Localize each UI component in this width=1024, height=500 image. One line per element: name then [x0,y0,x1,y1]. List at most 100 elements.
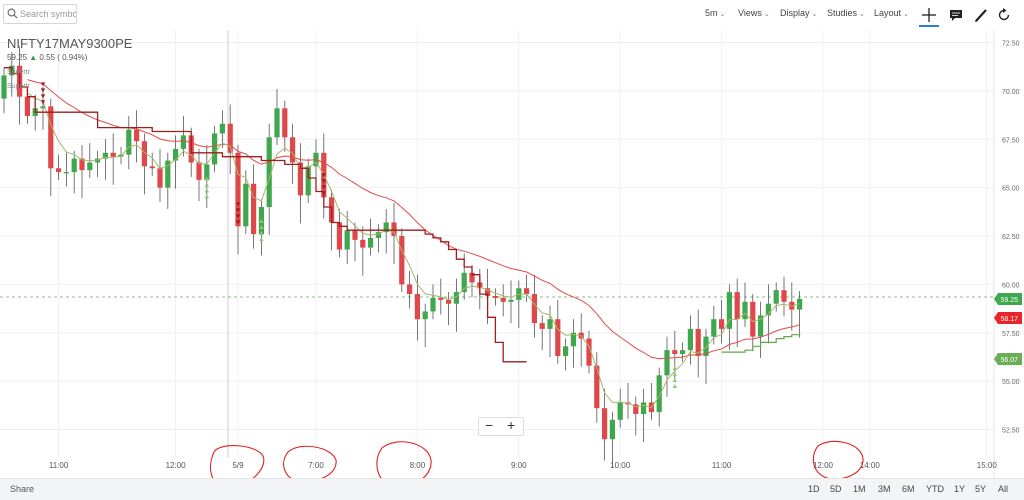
comment-icon [950,10,962,21]
interval-menu[interactable]: 5m ⌄ [705,8,725,18]
buy-signal-marker [259,224,264,229]
display-menu[interactable]: Display ⌄ [780,8,817,18]
study-label-2[interactable]: Supertr [7,83,30,90]
candle-body [102,152,108,159]
candle-body [524,288,530,295]
display-label: Display [780,8,810,18]
study-label-1[interactable]: Supertr [7,69,30,76]
candle-body [711,319,717,337]
candle-body [134,129,140,142]
candle-body [79,158,85,171]
price-tick-label: 62.50 [1002,234,1020,241]
candle-body [235,152,241,227]
candle-body [407,284,413,295]
range-5d[interactable]: 5D [830,484,842,494]
price-tick-label: 55.00 [1002,379,1020,386]
range-5y[interactable]: 5Y [975,484,987,494]
range-1d[interactable]: 1D [808,484,820,494]
range-1y[interactable]: 1Y [954,484,966,494]
buy-signal-marker [259,230,264,235]
chevron-down-icon: ⌄ [903,11,909,18]
candle-body [212,133,218,165]
candle-body [282,108,288,138]
zoom-out-button[interactable]: − [485,417,494,433]
candle-body [453,292,459,304]
candle-body [266,137,272,207]
candle-body [461,272,467,293]
candle-body [165,160,171,188]
sell-signal-marker [235,214,241,219]
last-price-tag [994,293,1022,305]
current-price: 59.25 [7,53,28,62]
search-input[interactable] [20,6,76,22]
candle-body [71,158,77,173]
candle-body [734,292,740,320]
candle-body [500,297,506,302]
views-menu[interactable]: Views ⌄ [738,8,770,18]
price-tick-label: 65.00 [1002,186,1020,193]
sell-signal-marker [40,94,46,99]
candle-body [414,294,420,320]
candle-body [703,336,709,356]
time-tick-label: 15:00 [977,461,998,470]
candle-body [204,164,210,180]
buy-signal-marker [204,182,209,187]
candle-body [563,346,569,356]
views-label: Views [738,8,762,18]
chevron-down-icon: ⌄ [763,11,770,18]
buy-signal-marker [672,384,677,389]
share-button[interactable]: Share [10,484,35,494]
range-ytd[interactable]: YTD [926,484,944,494]
candle-body [375,232,381,238]
range-3m[interactable]: 3M [878,484,891,494]
range-6m[interactable]: 6M [902,484,915,494]
candle-body [586,338,592,366]
candle-body [609,419,615,440]
range-1m[interactable]: 1M [853,484,866,494]
comment-button[interactable] [946,5,966,25]
price-tags: 59.25 58.17 56.07 [994,293,1022,365]
zoom-in-button[interactable]: + [507,417,516,433]
symbol-quote: 59.25 ▲ 0.55 ( 0.94%) [7,53,87,62]
candle-body [680,350,686,355]
candle-body [797,298,803,310]
candle-body [274,108,280,138]
candle-body [227,123,233,153]
time-tick-label: 12:00 [813,461,834,470]
candle-body [742,301,748,320]
up-arrow-icon: ▲ [29,53,38,62]
draw-button[interactable] [971,5,991,25]
annotation-circle [812,440,864,478]
hand-drawn-annotations [210,440,864,478]
candle-body [547,319,553,329]
candle-body [173,148,179,161]
search-icon [7,8,18,19]
candle-body [570,332,576,347]
sell-signal-marker [235,220,241,225]
moving-average-olive-line [27,92,800,409]
candle-body [149,166,155,169]
studies-menu[interactable]: Studies ⌄ [827,8,865,18]
candle-body [781,290,787,302]
time-tick-label: 7:00 [308,461,324,470]
price-chart[interactable]: 72.50 70.00 67.50 65.00 62.50 60.00 57.50 55.00… [0,30,1024,478]
candle-body [305,166,311,196]
candle-body [63,172,69,174]
sell-signal-marker [321,173,326,178]
candle-body [531,294,537,324]
crosshair-button[interactable] [919,5,939,27]
symbol-search-box[interactable] [3,4,77,24]
layout-menu[interactable]: Layout ⌄ [874,8,909,18]
range-all[interactable]: All [998,484,1009,494]
candle-body [672,350,678,355]
pencil-icon [975,9,987,22]
time-tick-label: 5/9 [232,461,244,470]
red-study-tag-label: 58.17 [1000,316,1018,323]
sell-signal-marker [40,100,46,105]
refresh-icon [998,8,1010,21]
price-tick-label: 72.50 [1002,41,1020,48]
candle-body [290,137,296,163]
refresh-button[interactable] [994,5,1014,25]
price-axis: 72.50 70.00 67.50 65.00 62.50 60.00 57.50 55.00… [1002,41,1020,435]
moving-average-red-line [27,79,800,360]
